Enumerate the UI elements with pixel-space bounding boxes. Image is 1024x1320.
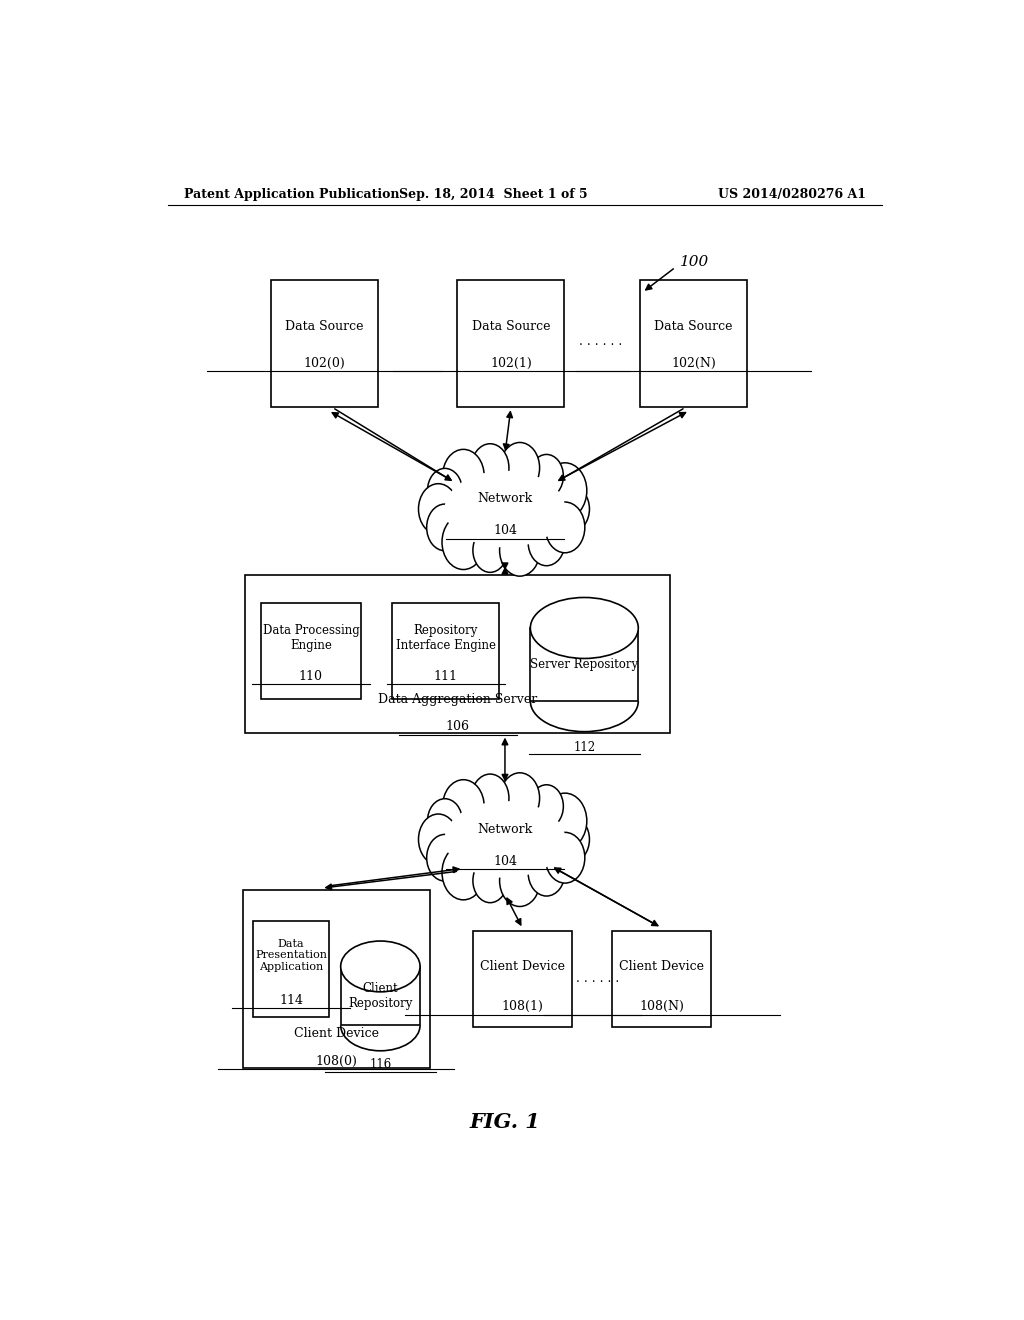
Text: 106: 106 xyxy=(445,721,470,734)
Text: 102(0): 102(0) xyxy=(303,356,345,370)
Text: 100: 100 xyxy=(680,255,709,269)
Circle shape xyxy=(543,793,587,849)
Circle shape xyxy=(543,463,587,519)
Text: 108(0): 108(0) xyxy=(315,1055,357,1068)
Text: 110: 110 xyxy=(299,671,323,684)
Circle shape xyxy=(427,469,462,513)
Circle shape xyxy=(419,814,458,865)
Circle shape xyxy=(545,502,585,553)
Text: 116: 116 xyxy=(370,1059,391,1072)
Ellipse shape xyxy=(422,787,588,892)
Text: Patent Application Publication: Patent Application Publication xyxy=(183,189,399,202)
Text: . . . . . .: . . . . . . xyxy=(579,335,622,348)
Text: Network: Network xyxy=(477,822,532,836)
FancyBboxPatch shape xyxy=(612,931,712,1027)
FancyBboxPatch shape xyxy=(530,628,638,701)
Ellipse shape xyxy=(341,941,420,991)
Circle shape xyxy=(500,772,540,824)
Circle shape xyxy=(528,519,565,566)
Circle shape xyxy=(545,833,585,883)
Circle shape xyxy=(442,515,484,569)
Circle shape xyxy=(442,780,484,833)
Text: 114: 114 xyxy=(280,994,303,1007)
Circle shape xyxy=(500,855,540,907)
Text: Data
Presentation
Application: Data Presentation Application xyxy=(255,939,327,972)
Text: 102(N): 102(N) xyxy=(671,356,716,370)
Circle shape xyxy=(500,442,540,494)
FancyBboxPatch shape xyxy=(243,890,430,1068)
Text: 108(N): 108(N) xyxy=(639,1001,684,1014)
FancyBboxPatch shape xyxy=(640,280,748,408)
Circle shape xyxy=(442,449,484,503)
FancyBboxPatch shape xyxy=(473,931,572,1027)
Circle shape xyxy=(473,528,507,573)
Ellipse shape xyxy=(422,457,588,562)
Circle shape xyxy=(529,454,563,498)
Text: . . . . . .: . . . . . . xyxy=(577,972,620,985)
Circle shape xyxy=(427,834,463,880)
Text: Data Processing
Engine: Data Processing Engine xyxy=(262,624,359,652)
Text: 104: 104 xyxy=(493,524,517,537)
Circle shape xyxy=(473,858,507,903)
Ellipse shape xyxy=(444,801,565,878)
Text: 104: 104 xyxy=(493,854,517,867)
FancyBboxPatch shape xyxy=(261,602,360,700)
Circle shape xyxy=(529,785,563,828)
Text: Data Source: Data Source xyxy=(654,319,733,333)
Text: Sep. 18, 2014  Sheet 1 of 5: Sep. 18, 2014 Sheet 1 of 5 xyxy=(398,189,588,202)
Text: Repository
Interface Engine: Repository Interface Engine xyxy=(396,624,496,652)
Text: Client Device: Client Device xyxy=(294,1027,379,1040)
Text: 108(1): 108(1) xyxy=(502,1001,544,1014)
Text: Data Aggregation Server: Data Aggregation Server xyxy=(378,693,538,706)
Text: 102(1): 102(1) xyxy=(490,356,531,370)
FancyBboxPatch shape xyxy=(253,921,329,1018)
Circle shape xyxy=(471,774,509,822)
Text: Data Source: Data Source xyxy=(472,319,550,333)
Circle shape xyxy=(554,486,590,532)
Circle shape xyxy=(471,444,509,492)
Text: 111: 111 xyxy=(434,671,458,684)
Circle shape xyxy=(427,504,463,550)
Circle shape xyxy=(442,845,484,900)
Circle shape xyxy=(427,799,462,843)
Text: Data Source: Data Source xyxy=(285,319,364,333)
Text: FIG. 1: FIG. 1 xyxy=(470,1111,541,1133)
Text: Client Device: Client Device xyxy=(480,960,565,973)
FancyBboxPatch shape xyxy=(341,966,420,1026)
Circle shape xyxy=(500,524,540,576)
Text: Network: Network xyxy=(477,492,532,506)
FancyBboxPatch shape xyxy=(392,602,500,700)
FancyBboxPatch shape xyxy=(246,576,670,733)
Text: Server Repository: Server Repository xyxy=(530,659,638,671)
Ellipse shape xyxy=(444,471,565,548)
FancyBboxPatch shape xyxy=(270,280,378,408)
Ellipse shape xyxy=(530,598,638,659)
FancyBboxPatch shape xyxy=(458,280,564,408)
Circle shape xyxy=(528,849,565,896)
Text: Client
Repository: Client Repository xyxy=(348,982,413,1010)
Circle shape xyxy=(554,817,590,862)
Text: US 2014/0280276 A1: US 2014/0280276 A1 xyxy=(718,189,866,202)
Text: 112: 112 xyxy=(573,741,595,754)
Circle shape xyxy=(419,483,458,535)
Text: Client Device: Client Device xyxy=(620,960,705,973)
